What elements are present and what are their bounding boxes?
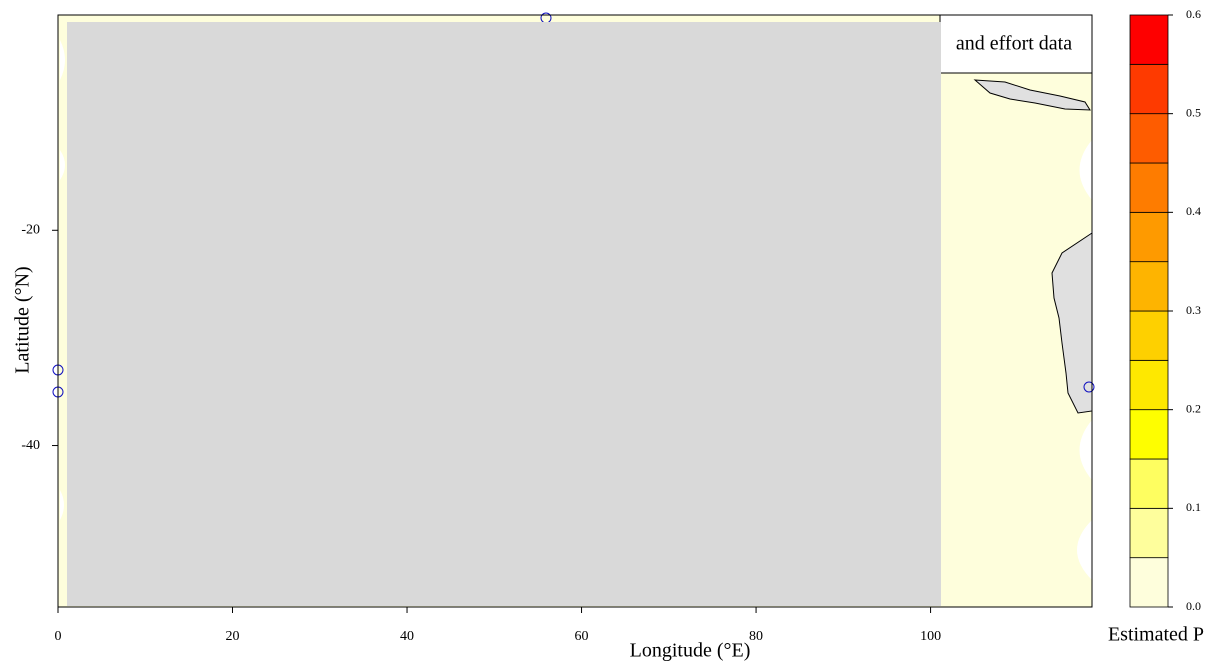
colorbar-tick-label: 0.2 — [1186, 401, 1201, 415]
colorbar-bin — [1129, 507, 1169, 559]
map-frame — [57, 14, 1093, 608]
colorbar-label: Estimated P — [1108, 624, 1204, 646]
y-tick-label: -20 — [21, 222, 40, 237]
colorbar-bin — [1129, 409, 1169, 460]
colorbar-bin — [1129, 310, 1169, 361]
colorbar-bin — [1129, 63, 1169, 115]
colorbar-tick-label: 0.6 — [1186, 7, 1201, 21]
colorbar-bin — [1129, 113, 1169, 164]
colorbar-tick-label: 0.3 — [1186, 303, 1201, 317]
colorbar-bin — [1129, 359, 1169, 411]
occluding-panel — [67, 22, 941, 606]
colorbar-tick-label: 0.0 — [1186, 599, 1201, 613]
colorbar-bin — [1129, 211, 1169, 263]
title-box — [939, 14, 1093, 74]
x-tick-label: 100 — [920, 629, 941, 644]
colorbar-bin — [1129, 162, 1169, 213]
x-tick-label: 80 — [749, 629, 763, 644]
colorbar-bin — [1129, 557, 1169, 608]
colorbar-tick-label: 0.5 — [1186, 105, 1201, 119]
x-tick-label: 20 — [226, 629, 240, 644]
x-tick-label: 0 — [55, 629, 62, 644]
y-axis-label: Latitude (°N) — [12, 266, 34, 373]
y-tick-label: -40 — [21, 438, 40, 453]
observation-point — [1083, 381, 1095, 393]
colorbar-bin — [1129, 261, 1169, 312]
colorbar-tick-label: 0.4 — [1186, 204, 1201, 218]
x-tick-label: 40 — [400, 629, 414, 644]
x-tick-label: 60 — [575, 629, 589, 644]
java-landmass — [973, 79, 1091, 111]
colorbar-bin — [1129, 458, 1169, 509]
map-title: and effort data — [956, 33, 1072, 55]
colorbar-tick-label: 0.1 — [1186, 500, 1201, 514]
australia-landmass — [1051, 232, 1093, 414]
x-axis-label: Longitude (°E) — [630, 640, 751, 662]
colorbar-bin — [1129, 14, 1169, 65]
